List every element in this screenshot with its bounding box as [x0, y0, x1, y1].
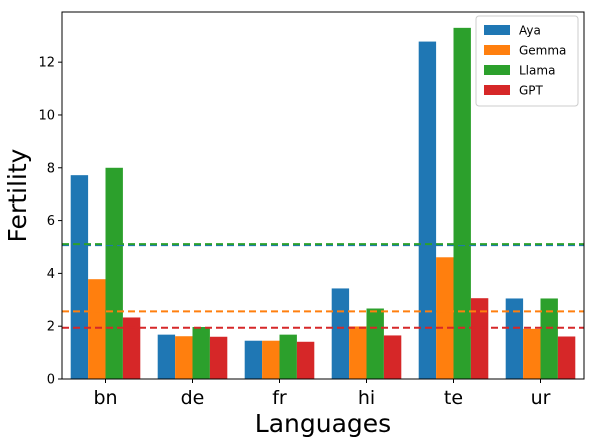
- y-tick-label: 10: [38, 108, 55, 123]
- bar-aya-de: [157, 334, 176, 379]
- legend: Aya Gemma Llama GPT: [475, 15, 579, 107]
- x-tick-label-bn: bn: [93, 387, 117, 409]
- bars-layer: [70, 27, 576, 379]
- bar-gpt-de: [209, 336, 228, 379]
- y-tick-label: 2: [47, 320, 55, 335]
- y-tick-label: 0: [47, 373, 55, 388]
- legend-label-aya: Aya: [519, 24, 541, 38]
- y-tick-label: 4: [47, 267, 55, 282]
- bar-gemma-bn: [88, 279, 106, 379]
- bar-gemma-hi: [349, 326, 367, 379]
- x-tick-label-hi: hi: [358, 387, 375, 409]
- y-tick-label: 12: [38, 56, 55, 71]
- legend-label-gemma: Gemma: [519, 44, 566, 58]
- x-axis-title: Languages: [255, 409, 391, 438]
- y-tick-label: 6: [47, 214, 55, 229]
- bar-gpt-bn: [122, 317, 141, 379]
- reference-lines-layer: [62, 243, 584, 329]
- bar-gemma-fr: [262, 340, 280, 379]
- bar-gemma-de: [175, 336, 193, 379]
- legend-label-gpt: GPT: [519, 84, 544, 98]
- bar-gpt-hi: [383, 335, 402, 379]
- bar-aya-ur: [505, 298, 524, 379]
- bar-aya-bn: [70, 175, 89, 379]
- legend-label-llama: Llama: [519, 64, 555, 78]
- bar-llama-hi: [366, 308, 384, 379]
- bar-llama-te: [453, 27, 471, 379]
- bar-gpt-te: [470, 298, 489, 379]
- plot-frame: [61, 11, 585, 380]
- legend-swatch-aya: [484, 25, 510, 35]
- bar-gpt-fr: [296, 341, 315, 379]
- bar-aya-te: [418, 41, 437, 379]
- bar-aya-fr: [244, 340, 263, 379]
- x-tick-label-de: de: [181, 387, 205, 409]
- x-tick-label-fr: fr: [272, 387, 287, 409]
- bar-gpt-ur: [557, 336, 576, 379]
- legend-swatch-gpt: [484, 85, 510, 95]
- bar-aya-hi: [331, 288, 350, 379]
- bar-gemma-ur: [523, 328, 541, 379]
- legend-swatch-gemma: [484, 45, 510, 55]
- x-tick-label-te: te: [444, 387, 463, 409]
- bar-gemma-te: [436, 257, 454, 379]
- bar-llama-ur: [540, 298, 558, 379]
- y-axis-title: Fertility: [3, 148, 32, 242]
- bar-llama-de: [192, 326, 210, 379]
- bar-llama-fr: [279, 334, 297, 379]
- y-axis: 0 2 4 6 8 10 12: [38, 56, 62, 388]
- legend-swatch-llama: [484, 65, 510, 75]
- x-tick-label-ur: ur: [531, 387, 551, 409]
- bar-llama-bn: [105, 167, 123, 379]
- legend-box: [475, 15, 579, 107]
- x-axis: bn de fr hi te ur: [93, 379, 551, 409]
- y-tick-label: 8: [47, 161, 55, 176]
